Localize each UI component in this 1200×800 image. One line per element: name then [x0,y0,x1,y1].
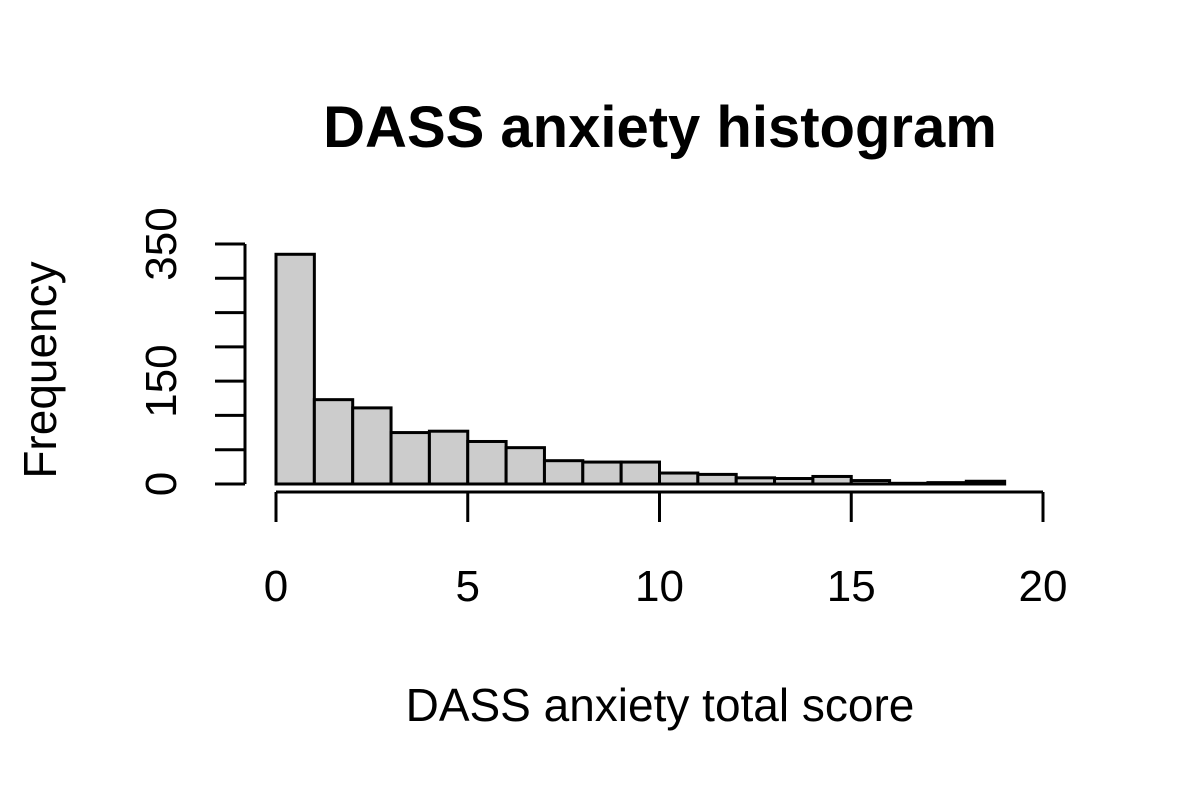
x-axis: 0 5 10 15 20 [264,490,1068,611]
histogram-bar [734,476,777,486]
y-tick-label: 0 [137,472,186,496]
histogram-bar [658,471,700,486]
x-tick-label: 5 [456,562,480,611]
y-axis-label: Frequency [14,261,66,478]
x-tick-label: 20 [1019,562,1068,611]
histogram-bar [427,429,470,486]
x-tick-label: 15 [827,562,876,611]
histogram-bar [696,472,738,486]
y-tick-label: 350 [137,207,186,280]
y-axis: 0 150 350 [137,207,247,496]
x-tick-label: 0 [264,562,288,611]
x-tick-label: 10 [635,562,684,611]
histogram-bar [312,398,355,486]
y-tick-label: 150 [137,344,186,417]
histogram-bar [811,474,853,486]
histogram-bar [773,477,815,486]
histogram-bar [964,479,1007,486]
histogram-bar [888,481,930,486]
histogram-bars [274,252,1007,486]
histogram-bar [926,481,968,486]
histogram-bar [274,252,316,486]
chart-title: DASS anxiety histogram [323,95,997,160]
histogram-bar [581,460,623,486]
histogram-bar [542,459,585,486]
histogram-bar [351,406,393,486]
histogram-bar [504,446,546,486]
histogram-bar [849,479,892,486]
histogram-bar [389,431,431,486]
histogram-bar [619,460,662,486]
histogram-bar [466,439,508,486]
x-axis-label: DASS anxiety total score [406,679,915,731]
